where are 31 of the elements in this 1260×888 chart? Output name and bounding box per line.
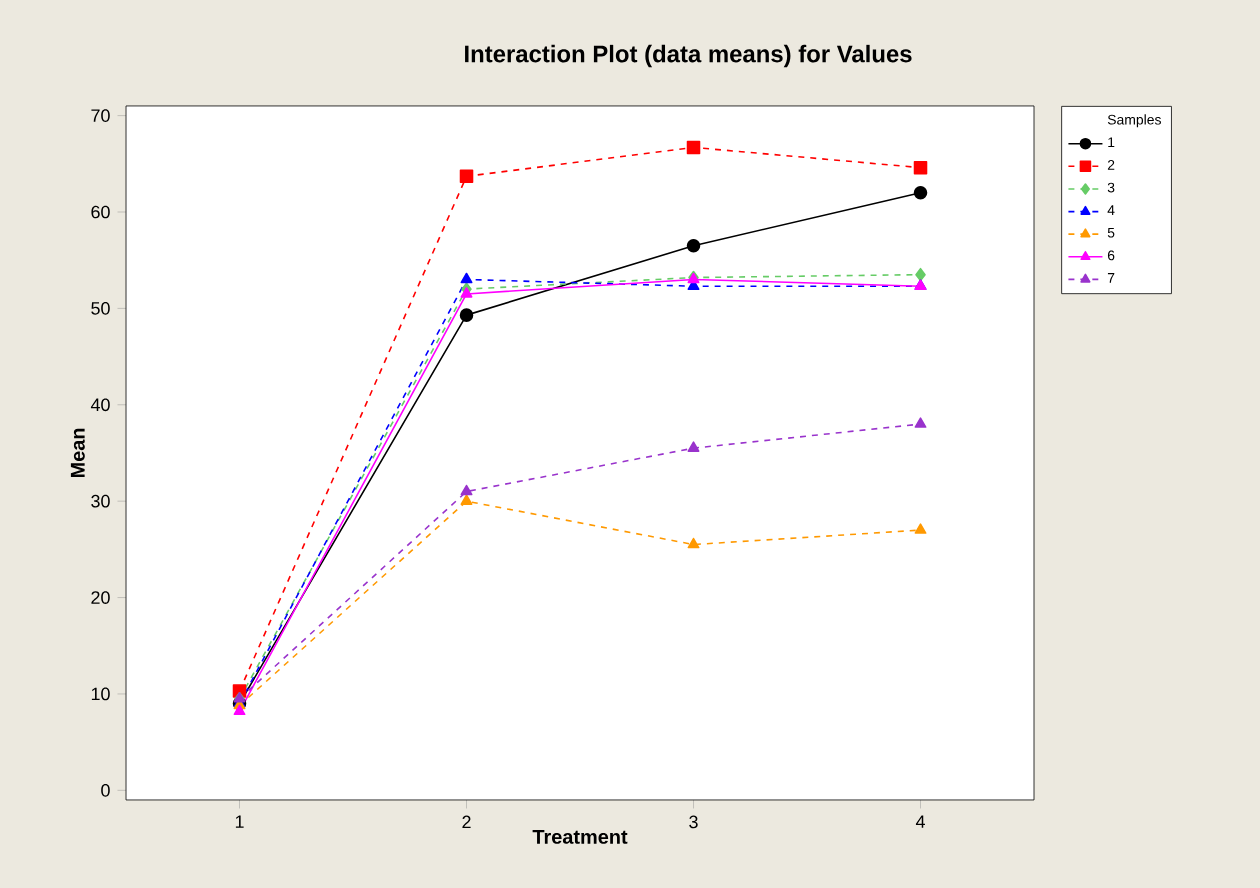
point — [460, 272, 473, 284]
point — [460, 494, 473, 505]
point — [460, 484, 473, 496]
point — [459, 169, 474, 184]
x-tick-label: 2 — [462, 815, 471, 829]
point — [687, 441, 700, 452]
y-tick-label: 50 — [91, 302, 110, 315]
point — [460, 287, 473, 298]
x-tick-label: 3 — [689, 815, 698, 829]
point — [687, 537, 700, 549]
y-tick-label: 0 — [101, 783, 110, 797]
y-tick-label: 60 — [91, 205, 110, 219]
point — [915, 267, 926, 282]
y-axis-title: Mean — [70, 428, 85, 478]
x-tick-label: 1 — [235, 815, 244, 828]
point — [914, 417, 927, 428]
point — [686, 238, 701, 253]
y-tick-label: 20 — [91, 591, 110, 604]
point — [913, 185, 928, 200]
x-tick-label: 4 — [915, 815, 925, 828]
y-tick-label: 30 — [91, 494, 110, 508]
point — [459, 308, 474, 322]
point — [914, 523, 927, 534]
point — [686, 140, 701, 155]
point — [913, 160, 928, 175]
y-tick-label: 70 — [91, 109, 110, 122]
x-axis-title: Treatment — [532, 829, 628, 844]
chart-title: Interaction Plot (data means) for Values — [465, 44, 912, 68]
point — [233, 704, 246, 716]
y-tick-label: 40 — [90, 398, 110, 412]
y-tick-label: 10 — [91, 687, 110, 701]
